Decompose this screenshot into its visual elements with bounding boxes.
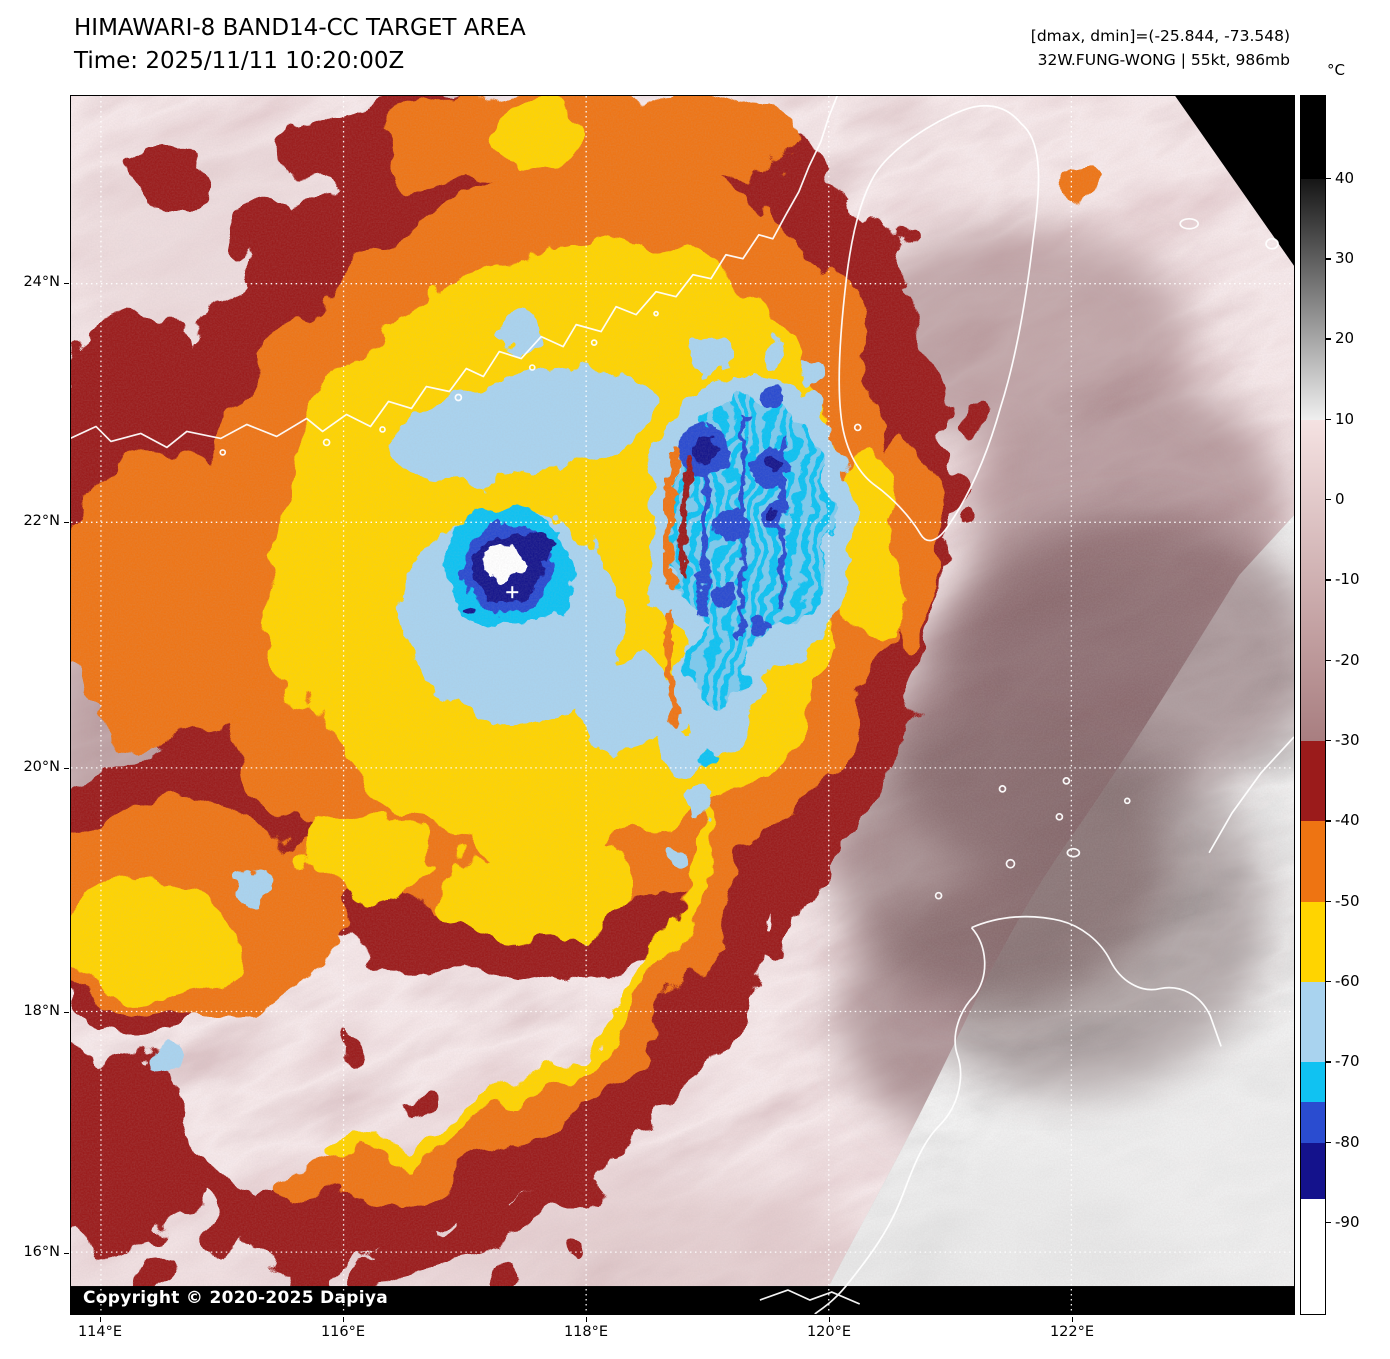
colorbar-segment <box>1301 821 1325 902</box>
y-axis-label: 18°N <box>23 1003 60 1019</box>
colorbar-tick <box>1326 579 1331 581</box>
x-axis-label: 120°E <box>806 1324 852 1340</box>
x-axis-tick <box>343 1317 344 1322</box>
y-axis-label: 20°N <box>23 759 60 775</box>
colorbar <box>1300 95 1326 1315</box>
product-title: HIMAWARI-8 BAND14-CC TARGET AREA <box>74 15 526 41</box>
coastlines <box>71 96 1294 1314</box>
colorbar-unit-label: °C <box>1327 61 1345 79</box>
storm-center-marker <box>506 586 519 599</box>
colorbar-tick-label: -70 <box>1335 1052 1360 1071</box>
colorbar-tick <box>1326 980 1331 983</box>
storm-info-readout: 32W.FUNG-WONG | 55kt, 986mb <box>1037 51 1290 69</box>
colorbar-segment <box>1301 178 1325 420</box>
colorbar-tick <box>1326 1221 1331 1224</box>
y-axis-tick <box>64 522 69 523</box>
colorbar-segment <box>1301 981 1325 1063</box>
x-axis-tick <box>829 1317 830 1322</box>
colorbar-tick-label: 10 <box>1335 409 1355 428</box>
colorbar-tick-label: 20 <box>1335 329 1355 348</box>
luzon-west-coastline <box>814 927 986 1314</box>
title-block: HIMAWARI-8 BAND14-CC TARGET AREA Time: 2… <box>74 12 526 78</box>
colorbar-tick-label: 30 <box>1335 249 1355 268</box>
info-block: [dmax, dmin]=(-25.844, -73.548) 32W.FUNG… <box>1031 24 1290 72</box>
colorbar-tick-label: 40 <box>1335 168 1355 187</box>
colorbar-tick-label: 0 <box>1335 489 1345 508</box>
colorbar-tick <box>1326 338 1331 340</box>
colorbar-segment <box>1301 1062 1325 1103</box>
colorbar-tick-label: -50 <box>1335 891 1360 910</box>
colorbar-tick <box>1326 659 1331 662</box>
y-axis-label: 22°N <box>23 513 60 529</box>
colorbar-tick <box>1326 739 1331 742</box>
colorbar-tick <box>1326 1141 1331 1144</box>
colorbar-tick-label: -90 <box>1335 1212 1360 1231</box>
x-axis-tick <box>1072 1317 1073 1322</box>
satellite-map: Copyright © 2020-2025 Dapiya <box>70 95 1295 1315</box>
dmax-dmin-readout: [dmax, dmin]=(-25.844, -73.548) <box>1030 27 1290 45</box>
y-axis-tick <box>64 283 69 284</box>
colorbar-tick <box>1326 177 1331 180</box>
image-grain-overlay <box>71 96 1294 1314</box>
colorbar-tick-label: -40 <box>1335 811 1360 830</box>
colorbar-segment <box>1301 1142 1325 1199</box>
colorbar-tick-label: -60 <box>1335 971 1360 990</box>
y-axis-tick <box>64 1253 69 1254</box>
luzon-ne-coastline <box>1208 736 1294 854</box>
satellite-composite <box>71 96 1294 1314</box>
y-axis-label: 16°N <box>23 1244 60 1260</box>
colorbar-segment <box>1301 901 1325 982</box>
colorbar-tick <box>1326 418 1331 421</box>
colorbar-segment <box>1301 419 1325 741</box>
x-axis-tick <box>100 1317 101 1322</box>
colorbar-segment <box>1301 1102 1325 1143</box>
copyright-label: Copyright © 2020-2025 Dapiya <box>83 1288 388 1308</box>
x-axis-tick <box>586 1317 587 1322</box>
colorbar-tick-label: -30 <box>1335 730 1360 749</box>
product-time: Time: 2025/11/11 10:20:00Z <box>74 48 405 74</box>
x-axis-label: 116°E <box>320 1324 366 1340</box>
colorbar-tick <box>1326 258 1331 260</box>
x-axis-label: 114°E <box>77 1324 123 1340</box>
china-coastline <box>71 96 839 449</box>
colorbar-tick-label: -20 <box>1335 650 1360 669</box>
y-axis-label: 24°N <box>23 274 60 290</box>
colorbar-segment <box>1301 96 1325 179</box>
colorbar-segment <box>1301 1198 1325 1314</box>
colorbar-tick-label: -80 <box>1335 1132 1360 1151</box>
no-data-regions <box>71 96 1294 1314</box>
colorbar-tick-label: -10 <box>1335 570 1360 589</box>
x-axis-label: 122°E <box>1049 1324 1095 1340</box>
colorbar-tick <box>1326 900 1331 903</box>
x-axis-label: 118°E <box>563 1324 609 1340</box>
y-axis-tick <box>64 1012 69 1013</box>
colorbar-tick <box>1326 498 1331 501</box>
y-axis-tick <box>64 768 69 769</box>
colorbar-segment <box>1301 740 1325 822</box>
taiwan-coastline <box>838 104 1040 542</box>
colorbar-tick <box>1326 1061 1331 1063</box>
luzon-north-coastline <box>971 915 1222 1047</box>
colorbar-tick <box>1326 820 1331 822</box>
latlon-grid <box>71 96 1294 1314</box>
